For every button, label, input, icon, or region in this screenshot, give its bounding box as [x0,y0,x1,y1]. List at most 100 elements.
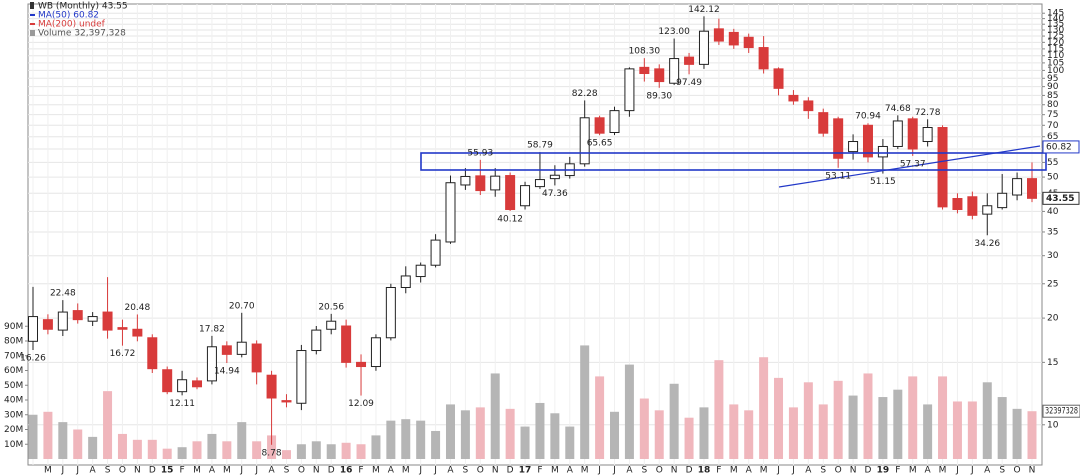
candle-body [430,239,441,266]
candle-body [639,66,650,75]
y-tick-label: 35 [1047,227,1058,237]
y-tick-label: 85 [1047,91,1058,101]
volume-bar [639,398,649,459]
x-tick-label: A [388,466,395,476]
volume-bar [520,426,530,459]
x-tick-label: N [313,466,320,476]
volume-bar [162,448,172,459]
volume-bar [938,376,948,459]
volume-bar [147,439,157,459]
volume-bar [431,430,441,459]
candle-body [1012,178,1023,196]
x-tick-label: M [44,466,52,476]
volume-bar [565,426,575,459]
candle-body [743,36,754,49]
y-tick-label: 135 [1047,20,1064,30]
low-label: 12.11 [169,399,195,409]
candle-body [117,327,128,330]
candle-body [922,127,933,143]
high-label: 70.94 [855,112,881,122]
volume-bar [1012,408,1022,459]
volume-bar [893,389,903,459]
high-label: 20.48 [124,303,150,313]
low-label: 8.78 [262,448,282,458]
x-tick-label: A [746,466,753,476]
x-tick-label: 18 [698,466,711,476]
low-label: 34.26 [974,239,1000,249]
x-tick-label: M [730,466,738,476]
x-tick-label: N [1029,466,1036,476]
low-label: 14.94 [214,366,240,376]
y-tick-label: 110 [1047,51,1064,61]
y2-tick-label: 50M [4,381,23,391]
x-tick-label: F [716,466,721,476]
x-tick-label: O [119,466,126,476]
candle-body [967,196,978,216]
candle-body [460,175,471,186]
candle-body [997,192,1008,209]
x-tick-label: S [284,466,290,476]
annotation-box [420,152,1047,171]
candle-body [892,120,903,147]
candle-body [400,275,411,288]
x-tick-label: S [999,466,1005,476]
y-tick-label: 90 [1047,82,1059,92]
y2-tick-label: 30M [4,410,23,420]
high-label: 17.82 [199,324,225,334]
volume-bar [788,407,798,459]
x-tick-label: O [477,466,484,476]
x-tick-label: J [970,466,974,476]
volume-bar [58,422,68,459]
volume-bar [610,411,620,459]
candle-body [147,337,158,370]
volume-bar [744,410,754,459]
volume-bar [714,360,724,459]
y-tick-label: 65 [1047,132,1058,142]
y-tick-label: 40 [1047,207,1059,217]
candle-body [549,174,560,180]
x-tick-label: D [507,466,514,476]
high-label: 20.70 [229,301,255,311]
ma-value-label: 60.82 [1046,142,1072,152]
candle-body [520,185,531,207]
volume-bar [371,435,381,459]
candle-body [475,175,486,192]
y2-tick-label: 40M [4,396,23,406]
candle-body [937,127,948,208]
volume-bar [699,407,709,459]
candle-body [728,31,739,46]
candle-body [579,117,590,165]
high-label: 22.48 [50,289,76,299]
x-tick-label: J [60,466,64,476]
y-tick-label: 105 [1047,58,1064,68]
volume-bar [595,376,605,459]
volume-bar [43,411,53,459]
candle-body [251,343,262,373]
y2-tick-label: 70M [4,351,23,361]
x-tick-label: A [626,466,633,476]
candle-body [505,175,516,211]
x-tick-label: A [925,466,932,476]
x-tick-label: J [239,466,243,476]
high-label: 123.00 [658,27,690,37]
y-tick-label: 125 [1047,32,1064,42]
volume-bar [117,433,127,459]
candle-body [296,350,307,404]
y2-tick-label: 20M [4,425,23,435]
candle-body [42,319,53,330]
candle-body [356,361,367,368]
volume-bar [192,441,202,459]
candle-body [87,316,98,322]
volume-bar [997,397,1007,459]
low-label: 57.37 [900,159,926,169]
x-tick-label: A [90,466,97,476]
x-tick-label: S [105,466,111,476]
candle-body [848,141,859,153]
last-volume-label: 32397328 [1045,407,1078,417]
y-tick-label: 120 [1047,38,1064,48]
candle-body [415,264,426,278]
volume-bar [923,404,933,459]
legend-entry: Volume 32,397,328 [38,29,126,39]
x-tick-label: O [656,466,663,476]
candle-body [102,311,113,331]
